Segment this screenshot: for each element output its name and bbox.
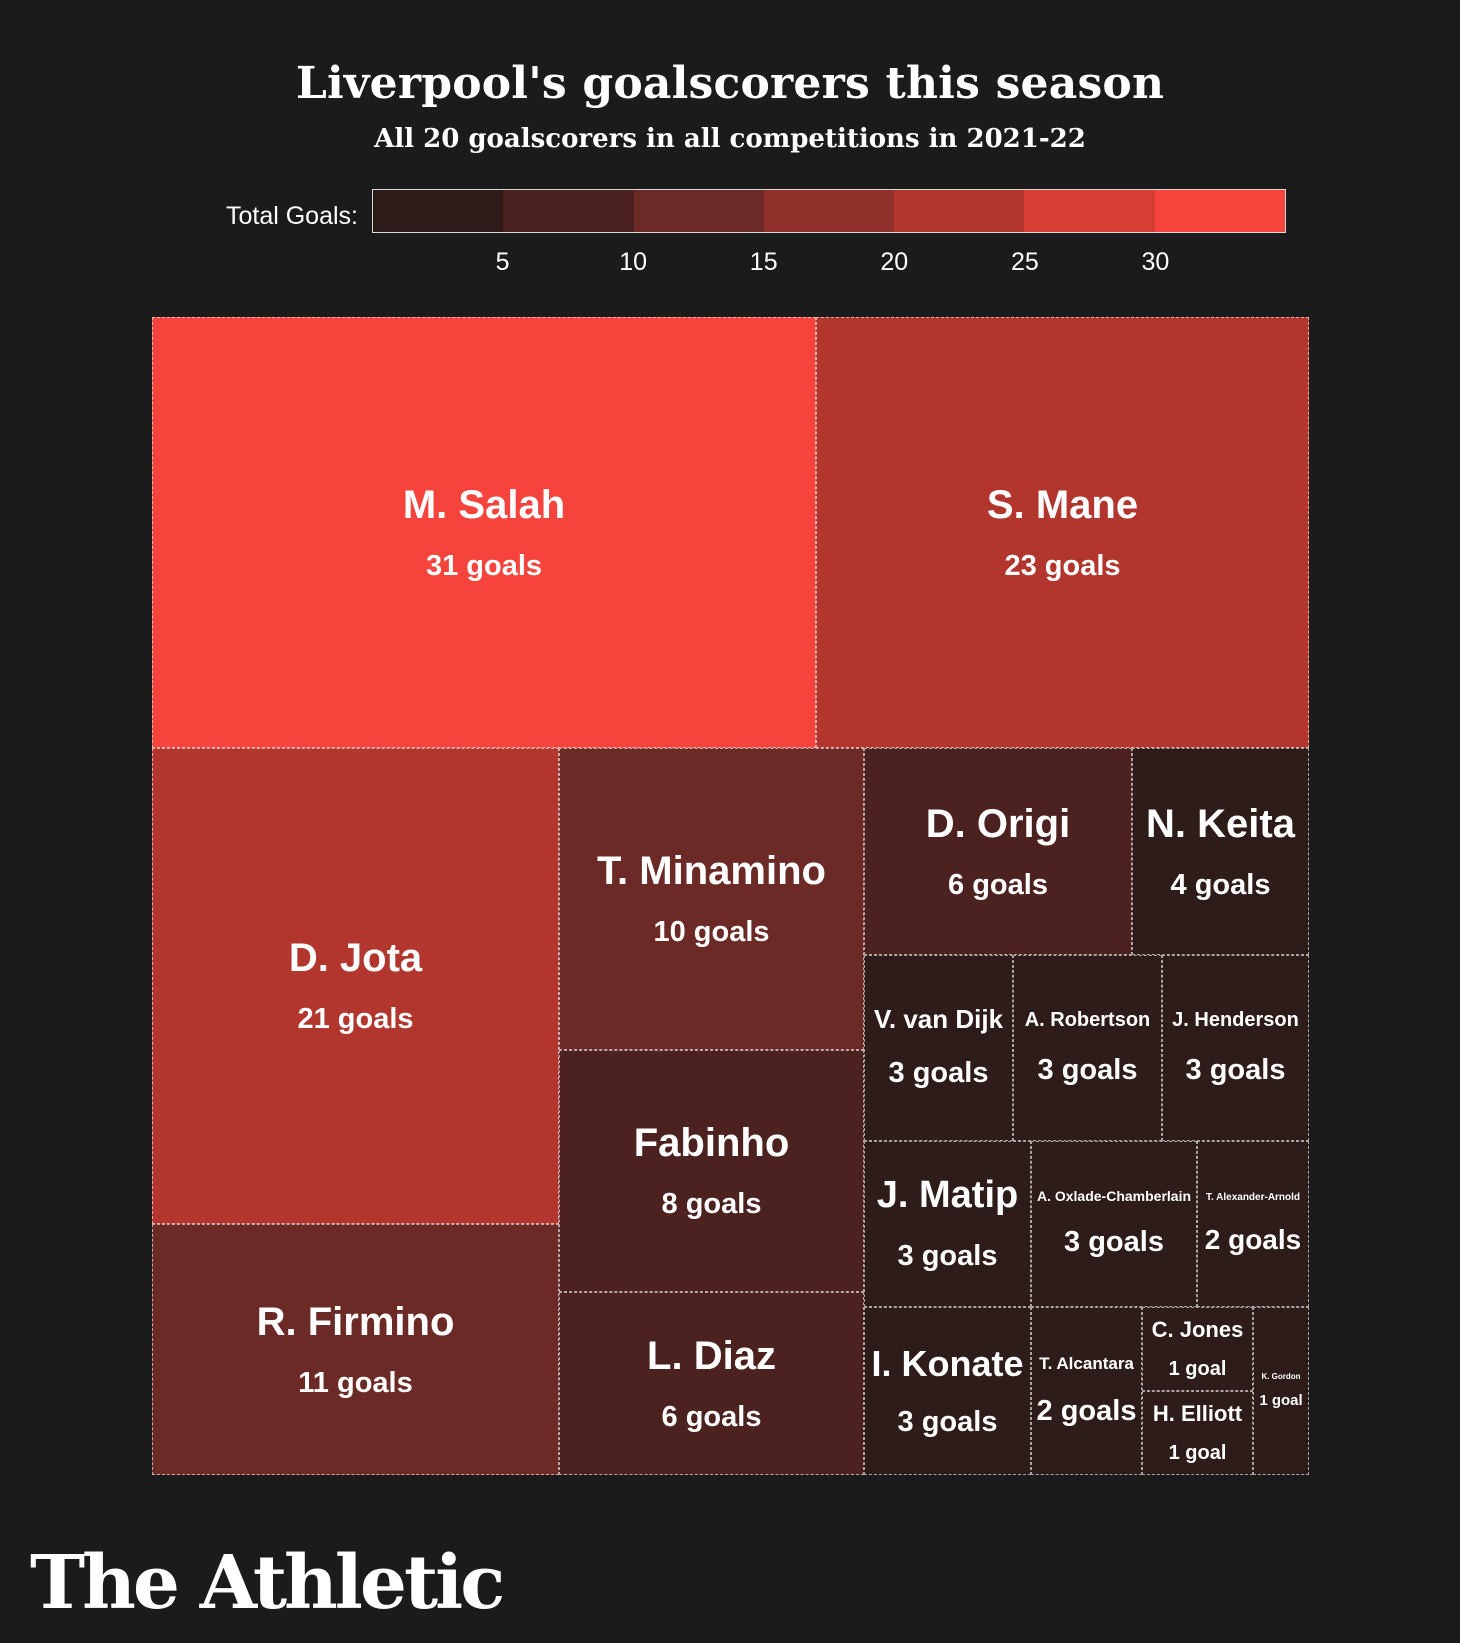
legend-tick-label: 20 bbox=[880, 248, 909, 276]
legend-swatch bbox=[373, 190, 504, 232]
goals-label: 3 goals bbox=[897, 1240, 998, 1273]
goals-label: 2 goals bbox=[1036, 1395, 1137, 1428]
player-name-label: T. Minamino bbox=[597, 849, 826, 894]
player-name-label: I. Konate bbox=[871, 1342, 1024, 1384]
player-name-label: A. Robertson bbox=[1024, 1008, 1151, 1031]
treemap-cell: J. Henderson 3 goals bbox=[1162, 955, 1309, 1141]
player-name-label: K. Gordon bbox=[1261, 1372, 1301, 1382]
legend-swatch bbox=[1154, 190, 1285, 232]
player-name-label: N. Keita bbox=[1146, 801, 1295, 846]
goals-label: 10 goals bbox=[653, 916, 770, 949]
treemap-cell: L. Diaz 6 goals bbox=[559, 1292, 864, 1475]
chart-title: Liverpool's goalscorers this season bbox=[295, 58, 1165, 109]
brand-logo: The Athletic bbox=[30, 1540, 505, 1626]
treemap: M. Salah 31 goals S. Mane 23 goals D. Jota 21… bbox=[152, 317, 1309, 1475]
legend-swatch bbox=[633, 190, 764, 232]
treemap-cell: T. Alcantara 2 goals bbox=[1031, 1307, 1142, 1475]
player-name-label: J. Henderson bbox=[1172, 1008, 1299, 1031]
treemap-cell: D. Origi 6 goals bbox=[864, 748, 1132, 955]
treemap-cell: A. Oxlade-Chamberlain 3 goals bbox=[1031, 1141, 1197, 1307]
treemap-cell: V. van Dijk 3 goals bbox=[864, 955, 1013, 1141]
player-name-label: L. Diaz bbox=[647, 1333, 776, 1378]
legend-swatch bbox=[894, 190, 1025, 232]
goals-label: 6 goals bbox=[661, 1400, 762, 1433]
player-name-label: D. Jota bbox=[288, 936, 423, 981]
goals-label: 3 goals bbox=[897, 1406, 998, 1439]
goals-label: 3 goals bbox=[1037, 1053, 1138, 1086]
player-name-label: A. Oxlade-Chamberlain bbox=[1036, 1188, 1192, 1205]
goals-label: 31 goals bbox=[425, 549, 543, 582]
treemap-cell: T. Minamino 10 goals bbox=[559, 748, 864, 1050]
player-name-label: M. Salah bbox=[402, 482, 566, 527]
treemap-cell: M. Salah 31 goals bbox=[152, 317, 816, 748]
legend-tick-label: 25 bbox=[1010, 248, 1039, 276]
treemap-cell: A. Robertson 3 goals bbox=[1013, 955, 1162, 1141]
goals-label: 11 goals bbox=[298, 1366, 413, 1399]
legend-swatch bbox=[503, 190, 634, 232]
treemap-cell: Fabinho 8 goals bbox=[559, 1050, 864, 1292]
goals-label: 6 goals bbox=[948, 868, 1048, 901]
player-name-label: V. van Dijk bbox=[873, 1004, 1004, 1035]
treemap-cell: S. Mane 23 goals bbox=[816, 317, 1309, 748]
goals-label: 1 goal bbox=[1168, 1441, 1227, 1464]
legend-tick-label: 15 bbox=[749, 248, 778, 276]
color-scale-legend bbox=[372, 189, 1286, 233]
player-name-label: T. Alexander-Arnold bbox=[1205, 1191, 1301, 1203]
goals-label: 21 goals bbox=[297, 1003, 414, 1036]
chart-subtitle: All 20 goalscorers in all competitions i… bbox=[374, 124, 1086, 154]
treemap-cell: R. Firmino 11 goals bbox=[152, 1224, 559, 1475]
treemap-cell: D. Jota 21 goals bbox=[152, 748, 559, 1224]
player-name-label: S. Mane bbox=[986, 482, 1139, 527]
legend-tick-label: 5 bbox=[495, 248, 510, 276]
player-name-label: D. Origi bbox=[925, 801, 1071, 846]
goals-label: 8 goals bbox=[661, 1188, 762, 1221]
treemap-cell: K. Gordon 1 goal bbox=[1253, 1307, 1309, 1475]
legend-tick-label: 10 bbox=[619, 248, 648, 276]
player-name-label: T. Alcantara bbox=[1039, 1353, 1134, 1373]
goals-label: 3 goals bbox=[888, 1057, 989, 1090]
goals-label: 23 goals bbox=[1004, 549, 1121, 582]
player-name-label: H. Elliott bbox=[1152, 1401, 1243, 1427]
goals-label: 1 goal bbox=[1259, 1392, 1303, 1410]
treemap-cell: N. Keita 4 goals bbox=[1132, 748, 1309, 955]
treemap-cell: J. Matip 3 goals bbox=[864, 1141, 1031, 1307]
goals-label: 3 goals bbox=[1185, 1053, 1286, 1086]
treemap-cell: H. Elliott 1 goal bbox=[1142, 1391, 1253, 1475]
player-name-label: C. Jones bbox=[1151, 1317, 1244, 1343]
goals-label: 4 goals bbox=[1170, 868, 1271, 901]
goals-label: 2 goals bbox=[1204, 1224, 1302, 1256]
treemap-cell: C. Jones 1 goal bbox=[1142, 1307, 1253, 1391]
treemap-cell: T. Alexander-Arnold 2 goals bbox=[1197, 1141, 1309, 1307]
treemap-cell: I. Konate 3 goals bbox=[864, 1307, 1031, 1475]
player-name-label: J. Matip bbox=[876, 1174, 1019, 1217]
legend-swatch bbox=[1024, 190, 1155, 232]
goals-label: 1 goal bbox=[1168, 1357, 1227, 1380]
goals-label: 3 goals bbox=[1064, 1226, 1164, 1259]
legend-tick-label: 30 bbox=[1141, 248, 1170, 276]
player-name-label: R. Firmino bbox=[256, 1299, 455, 1344]
player-name-label: Fabinho bbox=[633, 1121, 790, 1166]
legend-label: Total Goals: bbox=[225, 202, 358, 230]
legend-swatch bbox=[763, 190, 895, 232]
